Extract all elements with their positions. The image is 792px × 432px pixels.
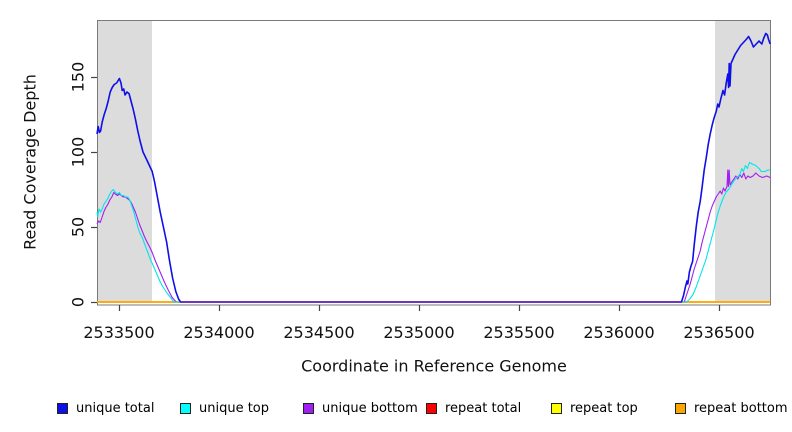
legend-label: repeat total: [445, 400, 522, 416]
legend-swatch-icon: [57, 402, 68, 414]
x-axis-title: Coordinate in Reference Genome: [301, 356, 567, 376]
legend-item-repeat-top: repeat top: [551, 398, 638, 418]
x-tick-label: 2535500: [483, 323, 555, 342]
legend-label: unique top: [199, 400, 270, 416]
legend-label: unique total: [76, 400, 155, 416]
y-tick-label: 150: [68, 61, 88, 93]
legend-label: unique bottom: [322, 400, 418, 416]
y-tick-label: 100: [68, 136, 88, 168]
legend-item-repeat-total: repeat total: [426, 398, 521, 418]
series-unique-total: [96, 32, 771, 303]
legend-label: repeat top: [570, 400, 638, 416]
legend-label: repeat bottom: [694, 400, 788, 416]
series-unique-top: [96, 161, 771, 303]
legend-swatch-icon: [426, 402, 437, 414]
y-tick-label: 50: [68, 216, 88, 238]
x-tick-label: 2534000: [183, 323, 255, 342]
plot-legend: unique total unique top unique bottom repea…: [0, 398, 792, 420]
legend-item-unique-bottom: unique bottom: [303, 398, 418, 418]
legend-item-repeat-bottom: repeat bottom: [675, 398, 788, 418]
legend-swatch-icon: [180, 402, 191, 414]
legend-item-unique-top: unique top: [180, 398, 269, 418]
legend-swatch-icon: [675, 402, 686, 414]
legend-item-unique-total: unique total: [57, 398, 154, 418]
y-axis-title: Read Coverage Depth: [20, 74, 40, 250]
plot-box: [97, 20, 771, 306]
y-tick-label: 0: [68, 296, 88, 308]
x-tick-label: 2536500: [683, 323, 755, 342]
x-tick-label: 2535000: [383, 323, 455, 342]
series-unique-bottom: [96, 169, 771, 303]
x-tick-label: 2534500: [283, 323, 355, 342]
x-tick-label: 2536000: [583, 323, 655, 342]
x-tick-label: 2533500: [83, 323, 155, 342]
shaded-region-1: [715, 21, 771, 302]
legend-swatch-icon: [551, 402, 562, 414]
shaded-region-0: [97, 21, 152, 302]
legend-swatch-icon: [303, 402, 314, 414]
